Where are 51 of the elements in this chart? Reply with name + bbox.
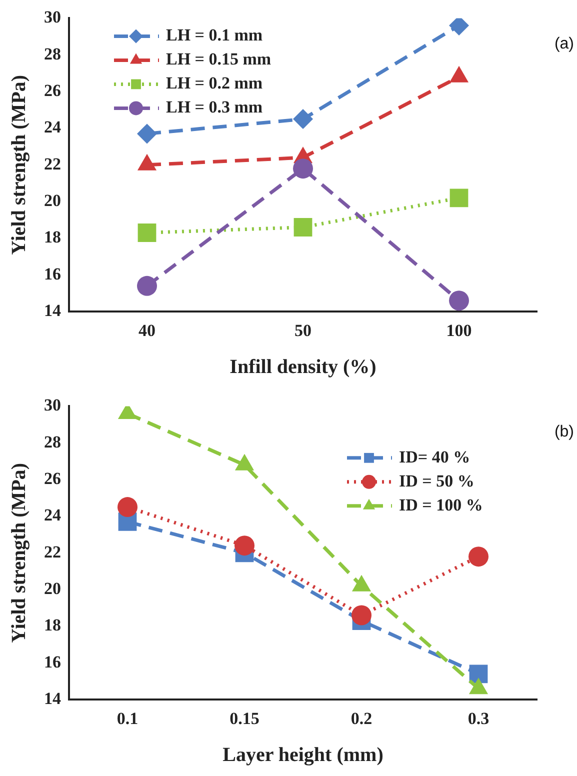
y-tick-label: 28 [44, 44, 61, 64]
y-tick-label: 24 [44, 118, 62, 137]
x-axis-title: Layer height (mm) [222, 744, 384, 766]
y-tick-label: 22 [44, 542, 61, 562]
text: (a) [554, 36, 574, 53]
point [118, 497, 138, 518]
legend-label: ID= 40 % [399, 447, 470, 466]
y-tick-label: 16 [44, 652, 61, 672]
y-tick-label: 30 [44, 8, 61, 27]
point [234, 536, 254, 556]
x-tick-label: 50 [294, 321, 312, 340]
x-tick-label: 0.2 [350, 709, 372, 728]
y-axis-title: Yield strength (MPa) [8, 74, 30, 255]
y-tick-label: 22 [44, 154, 61, 174]
y-axis-title: Yield strength (MPa) [8, 462, 30, 643]
x-tick-label: 0.15 [230, 709, 260, 728]
y-tick-label: 18 [44, 616, 61, 635]
y-tick-label: 24 [44, 506, 62, 525]
y-tick-label: 28 [44, 432, 61, 452]
legend-label: LH = 0.15 mm [166, 50, 272, 69]
y-tick-label: 26 [44, 80, 61, 100]
point [352, 605, 372, 626]
legend-label: LH = 0.2 mm [166, 74, 263, 93]
point [137, 124, 157, 144]
legend-label: LH = 0.3 mm [166, 98, 263, 117]
y-tick-label: 14 [44, 300, 62, 320]
point [293, 109, 313, 130]
y-tick-label: 14 [44, 688, 62, 708]
x-tick-label: 0.3 [468, 709, 490, 728]
legend-label: ID = 100 % [399, 495, 483, 514]
y-tick-label: 16 [44, 264, 61, 284]
point [449, 290, 469, 311]
legend-label: ID = 50 % [399, 471, 474, 490]
x-tick-label: 40 [138, 321, 156, 340]
x-tick-label: 100 [446, 321, 472, 340]
point [468, 546, 488, 567]
y-tick-label: 20 [44, 190, 61, 210]
x-axis-title: Infill density (%) [230, 356, 376, 378]
point [469, 664, 488, 684]
point [293, 158, 313, 179]
y-tick-label: 30 [44, 396, 61, 415]
text: (b) [554, 424, 574, 441]
y-tick-label: 26 [44, 468, 61, 488]
point [137, 276, 157, 296]
x-tick-label: 0.1 [116, 709, 138, 728]
point [450, 188, 468, 208]
y-tick-label: 18 [44, 228, 61, 247]
point [294, 218, 312, 236]
point [138, 224, 156, 242]
y-tick-label: 20 [44, 578, 61, 598]
legend-label: LH = 0.1 mm [166, 26, 263, 45]
